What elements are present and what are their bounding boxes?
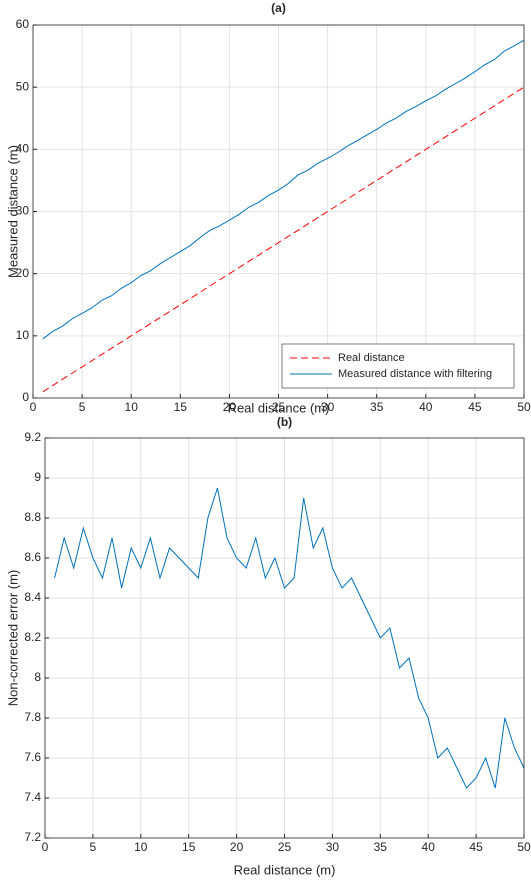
y-tick-label: 30 xyxy=(16,204,30,218)
x-tick-label: 45 xyxy=(469,840,483,854)
x-tick-label: 50 xyxy=(517,840,531,854)
y-axis-label: Non-corrected error (m) xyxy=(5,570,20,707)
x-tick-label: 30 xyxy=(326,840,340,854)
legend-label: Measured distance with filtering xyxy=(338,368,492,380)
x-tick-label: 20 xyxy=(230,840,244,854)
x-tick-label: 15 xyxy=(182,840,196,854)
x-axis-label: Real distance (m) xyxy=(228,400,330,415)
y-tick-label: 7.6 xyxy=(24,750,41,764)
legend-box xyxy=(281,343,515,389)
y-tick-label: 20 xyxy=(16,266,30,280)
x-tick-label: 0 xyxy=(42,840,49,854)
y-tick-label: 0 xyxy=(22,390,29,404)
x-tick-label: 40 xyxy=(422,840,436,854)
x-axis-label: Real distance (m) xyxy=(234,862,336,877)
x-tick-label: 25 xyxy=(278,840,292,854)
y-tick-label: 50 xyxy=(16,79,30,93)
axes-box xyxy=(32,24,525,399)
x-tick-label: 40 xyxy=(419,400,433,414)
x-tick-label: 25 xyxy=(272,400,286,414)
y-tick-label: 8.2 xyxy=(24,630,41,644)
y-tick-label: 40 xyxy=(16,142,30,156)
data-line xyxy=(54,487,525,789)
y-tick-label: 9 xyxy=(34,470,41,484)
x-tick-label: 5 xyxy=(79,400,86,414)
x-tick-label: 10 xyxy=(134,840,148,854)
chart-title: (b) xyxy=(277,415,292,429)
x-tick-label: 15 xyxy=(174,400,188,414)
y-tick-label: 8.4 xyxy=(24,590,41,604)
chart-title: (a) xyxy=(271,1,286,15)
x-tick-label: 35 xyxy=(374,840,388,854)
x-tick-label: 30 xyxy=(321,400,335,414)
x-tick-label: 0 xyxy=(30,400,37,414)
y-tick-label: 7.2 xyxy=(24,830,41,844)
x-tick-label: 45 xyxy=(468,400,482,414)
x-tick-label: 5 xyxy=(90,840,97,854)
x-tick-label: 35 xyxy=(370,400,384,414)
y-tick-label: 8 xyxy=(34,670,41,684)
data-line xyxy=(42,86,525,393)
y-tick-label: 9.2 xyxy=(24,430,41,444)
axes-box xyxy=(44,437,525,839)
data-line xyxy=(42,39,525,340)
y-axis-label: Measured distance (m) xyxy=(5,145,20,278)
legend-label: Real distance xyxy=(338,352,405,364)
y-tick-label: 60 xyxy=(16,17,30,31)
y-tick-label: 8.6 xyxy=(24,550,41,564)
y-tick-label: 8.8 xyxy=(24,510,41,524)
x-tick-label: 10 xyxy=(125,400,139,414)
y-tick-label: 7.8 xyxy=(24,710,41,724)
x-tick-label: 50 xyxy=(517,400,531,414)
y-tick-label: 10 xyxy=(16,328,30,342)
x-tick-label: 20 xyxy=(223,400,237,414)
y-tick-label: 7.4 xyxy=(24,790,41,804)
